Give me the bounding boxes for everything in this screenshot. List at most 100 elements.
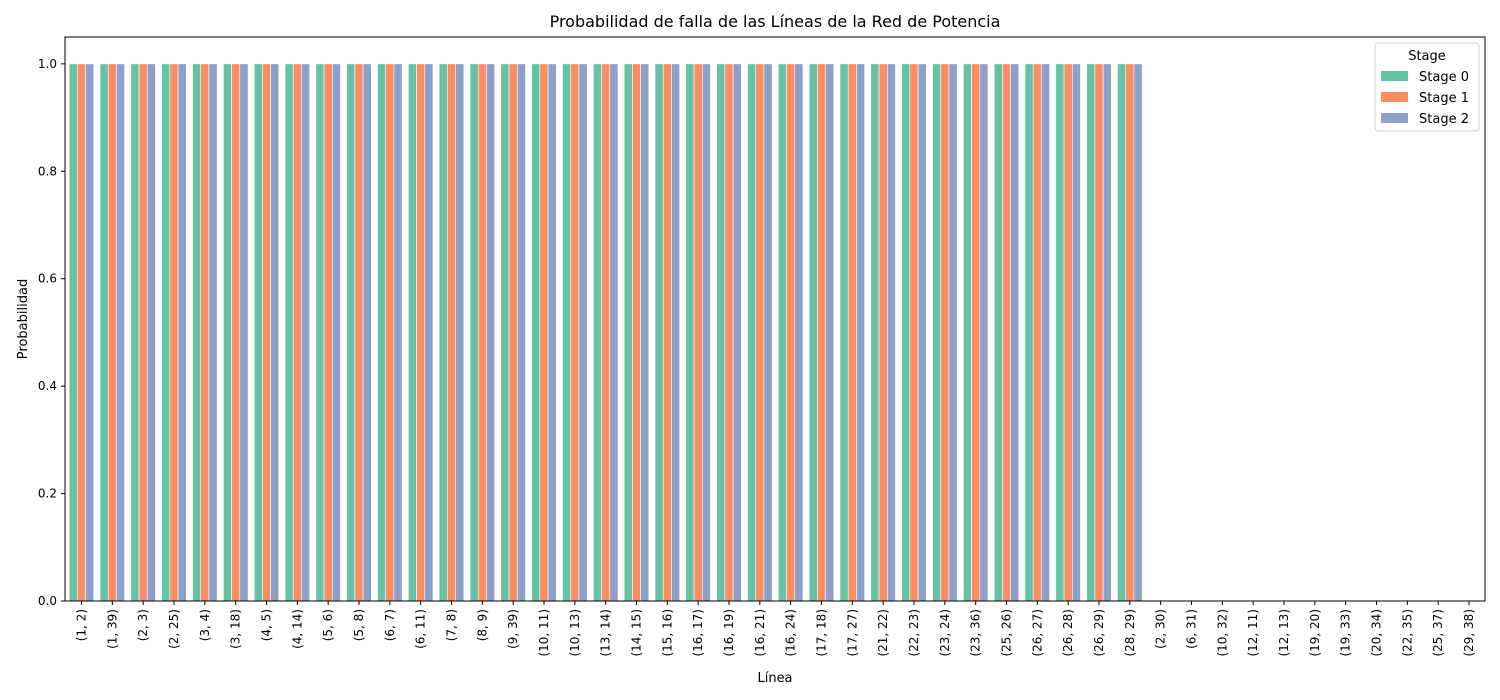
bar-stage-2-22	[763, 63, 773, 602]
x-tick-label: (2, 30)	[1154, 609, 1168, 649]
x-tick-label: (25, 37)	[1431, 609, 1445, 657]
y-axis: 0.0 0.2 0.4 0.6 0.8 1.0	[38, 57, 65, 608]
bars-group	[68, 63, 1143, 602]
bar-stage-2-16	[578, 63, 588, 602]
bar-stage-2-27	[917, 63, 927, 602]
y-tick-label: 0.6	[38, 272, 57, 286]
bar-stage-1-19	[662, 63, 672, 602]
bar-stage-1-32	[1063, 63, 1073, 602]
plot-frame	[64, 36, 1486, 602]
bar-stage-2-1	[116, 63, 125, 602]
bar-stage-1-31	[1032, 63, 1042, 602]
bar-stage-0-24	[808, 63, 818, 602]
bar-stage-0-3	[161, 63, 171, 602]
bar-stage-0-6	[253, 63, 263, 602]
y-axis-label: Probabilidad	[16, 279, 31, 359]
bar-stage-0-5	[223, 63, 232, 602]
bar-stage-2-25	[856, 63, 865, 602]
bar-stage-0-29	[963, 63, 972, 602]
bar-stage-0-26	[870, 63, 880, 602]
bar-stage-2-15	[547, 63, 557, 602]
bar-stage-1-16	[570, 63, 580, 602]
bar-stage-0-25	[839, 63, 849, 602]
x-tick-label: (2, 3)	[136, 609, 150, 641]
bar-stage-1-28	[940, 63, 950, 602]
x-tick-label: (17, 27)	[845, 609, 859, 657]
x-tick-label: (26, 27)	[1030, 609, 1044, 657]
bar-stage-1-11	[416, 63, 426, 602]
bar-stage-0-7	[284, 63, 294, 602]
x-tick-label: (25, 26)	[1000, 609, 1014, 657]
bar-stage-0-9	[346, 63, 356, 602]
x-tick-label: (29, 38)	[1462, 609, 1476, 657]
bar-stage-2-19	[671, 63, 680, 602]
bar-stage-2-14	[516, 63, 526, 602]
bar-stage-2-24	[825, 63, 835, 602]
bar-stage-0-22	[747, 63, 757, 602]
x-tick-label: (21, 22)	[876, 609, 890, 657]
bar-stage-0-1	[99, 63, 109, 602]
bar-stage-1-8	[323, 63, 333, 602]
y-tick-label: 0.8	[38, 164, 57, 178]
bar-stage-2-34	[1133, 63, 1143, 602]
x-tick-label: (14, 15)	[630, 609, 644, 657]
x-tick-label: (8, 9)	[475, 609, 489, 641]
bar-stage-2-21	[732, 63, 742, 602]
y-tick-label: 0.4	[38, 379, 57, 393]
x-tick-label: (16, 19)	[722, 609, 736, 657]
y-tick-label: 0.2	[38, 487, 57, 501]
bar-stage-1-33	[1094, 63, 1104, 602]
bar-stage-0-32	[1055, 63, 1065, 602]
x-tick-label: (22, 35)	[1400, 609, 1414, 657]
bar-stage-0-10	[377, 63, 387, 602]
x-tick-label: (17, 18)	[815, 609, 829, 657]
x-tick-label: (3, 4)	[198, 609, 212, 641]
x-axis-label: Línea	[757, 671, 792, 686]
x-tick-label: (4, 14)	[290, 609, 304, 649]
bar-stage-1-21	[724, 63, 734, 602]
bar-stage-1-7	[292, 63, 302, 602]
bar-stage-1-27	[909, 63, 919, 602]
legend-items: Stage 0 Stage 1 Stage 2	[1381, 70, 1469, 127]
x-tick-label: (5, 6)	[321, 609, 335, 641]
x-tick-label: (12, 11)	[1246, 609, 1260, 657]
x-tick-label: (13, 14)	[599, 609, 613, 657]
bar-stage-1-22	[755, 63, 765, 602]
bar-stage-2-13	[486, 63, 495, 602]
bar-stage-0-34	[1117, 63, 1127, 602]
bar-stage-0-8	[315, 63, 325, 602]
bar-stage-1-6	[262, 63, 271, 602]
x-tick-label: (20, 34)	[1370, 609, 1384, 657]
bar-stage-2-17	[609, 63, 619, 602]
bar-stage-0-14	[500, 63, 510, 602]
bar-stage-2-10	[393, 63, 403, 602]
bar-stage-0-18	[623, 63, 633, 602]
legend-label: Stage 1	[1419, 91, 1469, 106]
x-tick-label: (10, 11)	[537, 609, 551, 657]
bar-stage-2-20	[701, 63, 711, 602]
bar-stage-1-4	[200, 63, 210, 602]
x-axis: (1, 2) (1, 39) (2, 3) (2, 25) (3, 4) (3, 18) (…	[75, 601, 1476, 657]
legend-swatch-stage-0	[1381, 71, 1408, 81]
legend-label: Stage 0	[1419, 70, 1469, 85]
bar-stage-0-28	[932, 63, 942, 602]
bar-stage-0-13	[469, 63, 479, 602]
x-tick-label: (16, 24)	[784, 609, 798, 657]
bar-stage-2-33	[1102, 63, 1112, 602]
chart-title: Probabilidad de falla de las Líneas de l…	[550, 12, 1001, 31]
x-tick-label: (2, 25)	[167, 609, 181, 649]
bar-stage-2-32	[1071, 63, 1081, 602]
bar-stage-0-4	[192, 63, 202, 602]
x-tick-label: (5, 8)	[352, 609, 366, 641]
x-tick-label: (1, 39)	[105, 609, 119, 649]
bar-stage-1-12	[447, 63, 456, 602]
bar-stage-0-20	[685, 63, 695, 602]
x-tick-label: (9, 39)	[506, 609, 520, 649]
x-tick-label: (15, 16)	[660, 609, 674, 657]
bar-stage-2-26	[886, 63, 896, 602]
x-tick-label: (23, 36)	[969, 609, 983, 657]
bar-stage-2-31	[1041, 63, 1050, 602]
x-tick-label: (7, 8)	[445, 609, 459, 641]
x-tick-label: (26, 28)	[1061, 609, 1075, 657]
bar-stage-0-12	[438, 63, 448, 602]
